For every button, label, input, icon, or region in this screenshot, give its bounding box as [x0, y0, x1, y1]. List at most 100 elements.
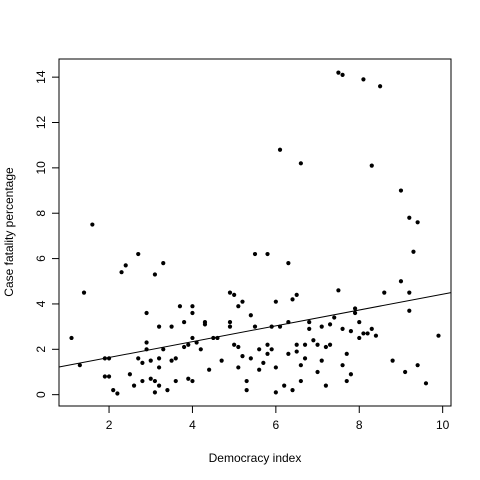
data-point [152, 390, 158, 395]
data-point [382, 290, 387, 295]
data-point [294, 342, 299, 347]
data-point [186, 342, 191, 347]
data-point [102, 374, 107, 379]
data-point [236, 344, 241, 350]
y-tick-label: 6 [34, 255, 48, 262]
x-tick-label: 2 [106, 418, 113, 432]
data-point [277, 147, 283, 152]
data-point [165, 388, 170, 393]
data-point [257, 347, 262, 352]
data-point [411, 249, 416, 254]
data-point [156, 365, 162, 370]
data-point [273, 299, 278, 304]
data-point [248, 313, 253, 318]
data-point [315, 369, 320, 375]
data-point [336, 70, 341, 75]
data-point [156, 383, 162, 388]
data-point [227, 319, 233, 325]
regression-line [58, 292, 452, 368]
data-point [169, 324, 174, 329]
data-point [344, 378, 349, 384]
data-point [140, 378, 145, 384]
data-point [290, 388, 295, 393]
data-point [315, 342, 320, 347]
y-tick-label: 4 [34, 300, 48, 307]
data-point [398, 188, 404, 193]
data-point [244, 378, 249, 384]
data-point [144, 340, 149, 345]
data-point [161, 347, 166, 352]
y-axis-title: Case fatality percentage [2, 167, 16, 297]
data-point [148, 358, 153, 363]
data-point [182, 319, 187, 325]
data-point [365, 331, 370, 336]
data-point [152, 272, 158, 277]
data-point [340, 326, 345, 331]
data-point [69, 335, 74, 341]
data-point [136, 251, 141, 257]
data-point [156, 356, 162, 361]
data-point [407, 290, 412, 295]
data-point [252, 324, 258, 329]
data-point [148, 376, 153, 381]
data-point [219, 358, 224, 363]
data-point [319, 324, 324, 329]
x-tick-label: 8 [356, 418, 363, 432]
y-axis: 0 2 4 6 8 10 12 14 [34, 70, 60, 398]
data-point [298, 363, 303, 368]
data-point [265, 351, 270, 356]
plot-frame [58, 58, 452, 407]
data-points [69, 70, 441, 396]
data-point [248, 356, 253, 361]
data-point [307, 319, 312, 325]
data-point [373, 333, 379, 338]
data-point [352, 306, 358, 311]
data-point [369, 163, 374, 168]
x-tick-label: 4 [189, 418, 196, 432]
data-point [286, 261, 291, 266]
data-point [265, 342, 270, 347]
data-point [202, 322, 208, 327]
data-point [257, 367, 262, 372]
data-point [436, 333, 441, 338]
y-tick-label: 0 [34, 391, 48, 398]
y-tick-label: 8 [34, 210, 48, 217]
data-point [340, 72, 345, 77]
data-point [369, 326, 374, 331]
data-point [298, 161, 303, 166]
data-point [398, 279, 404, 284]
data-point [269, 347, 274, 352]
data-point [407, 215, 412, 220]
data-point [332, 315, 337, 320]
data-point [106, 374, 112, 379]
x-axis: 2 4 6 8 10 [106, 405, 450, 432]
data-point [115, 391, 120, 396]
data-point [361, 331, 366, 336]
data-point [161, 261, 166, 266]
data-point [198, 347, 203, 352]
data-point [265, 251, 270, 257]
data-point [236, 304, 241, 309]
data-point [319, 358, 324, 363]
data-point [136, 356, 141, 361]
data-point [273, 390, 278, 395]
data-point [294, 349, 299, 354]
data-point [152, 378, 158, 384]
data-point [323, 383, 328, 388]
data-point [182, 344, 187, 350]
data-point [90, 222, 95, 227]
x-tick-label: 10 [436, 418, 450, 432]
data-point [190, 335, 195, 341]
data-point [173, 378, 178, 384]
data-point [190, 378, 195, 384]
data-point [140, 360, 145, 366]
data-point [123, 263, 128, 268]
data-point [357, 319, 362, 325]
data-point [290, 297, 295, 302]
data-point [348, 329, 354, 334]
data-point [207, 367, 212, 372]
data-point [240, 354, 245, 359]
data-point [252, 251, 258, 257]
data-point [127, 372, 132, 377]
